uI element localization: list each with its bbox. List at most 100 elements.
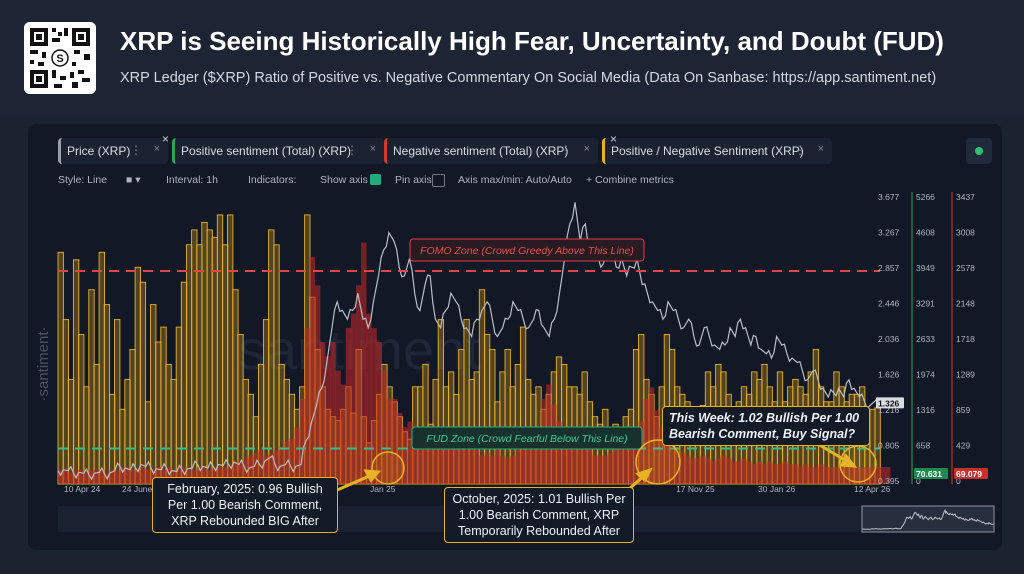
close-icon[interactable]: ×: [610, 132, 618, 146]
show-axis-checkbox[interactable]: [370, 174, 381, 185]
negative-bar: [171, 469, 177, 484]
positive-axis-tick: 1316: [916, 405, 935, 415]
negative-bar: [268, 452, 274, 484]
ratio-bar: [268, 229, 275, 485]
negative-bar: [772, 464, 778, 484]
negative-bar: [391, 398, 398, 484]
ratio-bar: [216, 214, 224, 485]
callout-arrows: [327, 442, 858, 496]
negative-bar: [880, 467, 886, 484]
negative-bar: [453, 441, 459, 484]
negative-bar: [63, 469, 69, 484]
positive-axis-tick: 5266: [916, 192, 935, 202]
negative-axis-tick: 429: [956, 441, 970, 451]
positive-axis-tick: 0: [916, 476, 921, 486]
show-axis-label: Show axis: [320, 174, 368, 186]
callout-this-week: This Week: 1.02 Bullish Per 1.00 Bearish…: [662, 406, 870, 446]
negative-bar: [83, 472, 90, 484]
negative-bar: [299, 398, 305, 484]
legend-remove-icon[interactable]: ×: [583, 143, 590, 155]
positive-axis-tick: 3949: [916, 263, 935, 273]
legend-chip-price[interactable]: Price (XRP) ⋮ ×: [58, 138, 168, 164]
negative-bar: [746, 461, 752, 484]
negative-bar: [592, 455, 598, 484]
legend-menu-icon[interactable]: ⋮: [560, 143, 572, 157]
legend-chip-ratio[interactable]: Positive / Negative Sentiment (XRP) ⋮ ×: [602, 138, 832, 164]
negative-bar: [669, 444, 675, 484]
pin-axis-checkbox[interactable]: [432, 174, 445, 187]
positive-axis-tick: 4608: [916, 228, 935, 238]
negative-bar: [633, 427, 639, 484]
negative-bar: [232, 461, 239, 484]
negative-bar: [78, 469, 84, 484]
negative-bar: [356, 285, 362, 484]
legend-menu-icon[interactable]: ⋮: [130, 143, 142, 157]
negative-bar: [674, 449, 680, 484]
negative-axis-tick: 2148: [956, 299, 975, 309]
combine-metrics-button[interactable]: + Combine metrics: [586, 174, 674, 186]
negative-bar: [402, 427, 408, 484]
negative-bar: [505, 458, 511, 484]
negative-bar: [294, 427, 300, 484]
positive-axis-tick: 3291: [916, 299, 935, 309]
negative-bar: [417, 432, 423, 484]
negative-bar: [361, 242, 367, 484]
color-swatch-icon[interactable]: ■ ▾: [126, 174, 141, 186]
price-axis-tick: 2.036: [878, 334, 900, 344]
negative-bar: [304, 327, 310, 484]
negative-bar: [767, 461, 773, 484]
interval-select[interactable]: Interval: 1h: [166, 174, 218, 186]
ratio-bar: [211, 236, 218, 485]
style-select[interactable]: Style: Line: [58, 174, 108, 186]
ratio-bar: [134, 266, 141, 485]
negative-bar: [710, 461, 716, 484]
ratio-bar: [160, 326, 167, 485]
x-axis-tick: Jan 25: [370, 484, 396, 494]
negative-bar: [777, 464, 783, 484]
status-indicator-icon[interactable]: [966, 138, 992, 164]
negative-bar: [510, 455, 516, 484]
header: S XRP is Seeing Historically High Fear, …: [0, 0, 1024, 118]
positive-axis-tick: 2633: [916, 334, 935, 344]
negative-bar: [340, 384, 346, 484]
negative-bar: [725, 458, 732, 484]
pin-axis-label: Pin axis: [395, 174, 432, 186]
ratio-bar: [170, 378, 177, 485]
navigator-window[interactable]: [861, 505, 995, 533]
legend-label-price: Price (XRP): [67, 144, 131, 158]
negative-bar: [648, 387, 655, 484]
negative-bar: [607, 452, 614, 484]
negative-bar: [576, 441, 583, 484]
legend-chip-negative[interactable]: Negative sentiment (Total) (XRP) ⋮ ×: [384, 138, 598, 164]
positive-axis-tick: 1974: [916, 370, 935, 380]
axis-minmax-select[interactable]: Axis max/min: Auto/Auto: [458, 174, 572, 186]
legend-remove-icon[interactable]: ×: [153, 143, 160, 155]
legend-chip-positive[interactable]: Positive sentiment (Total) (XRP) ⋮ ×: [172, 138, 384, 164]
ratio-bar: [165, 363, 172, 485]
legend-menu-icon[interactable]: ⋮: [794, 143, 806, 157]
price-axis-tick: 0.395: [878, 476, 900, 486]
legend-remove-icon[interactable]: ×: [817, 143, 824, 155]
close-icon[interactable]: ×: [162, 132, 170, 146]
negative-bar: [140, 467, 146, 484]
positive-current-tag-text: 70.631: [916, 469, 942, 479]
negative-bar: [119, 467, 126, 484]
legend-remove-icon[interactable]: ×: [369, 143, 376, 155]
negative-bar: [571, 438, 578, 484]
negative-bar: [427, 432, 434, 484]
negative-bar: [469, 444, 475, 484]
price-axis-tick: 3.677: [878, 192, 900, 202]
ratio-bar: [139, 281, 147, 485]
negative-bar: [530, 432, 537, 484]
negative-bar: [761, 464, 768, 484]
negative-bar: [371, 327, 377, 484]
legend-menu-icon[interactable]: ⋮: [346, 143, 358, 157]
indicators-select[interactable]: Indicators:: [248, 174, 297, 186]
negative-bar: [705, 458, 711, 484]
negative-bar: [828, 467, 834, 484]
positive-current-tag: [914, 468, 948, 479]
ratio-bar: [72, 259, 80, 485]
x-axis-tick: 10 Apr 24: [64, 484, 101, 494]
negative-bar: [366, 313, 372, 484]
negative-bar: [782, 461, 788, 484]
